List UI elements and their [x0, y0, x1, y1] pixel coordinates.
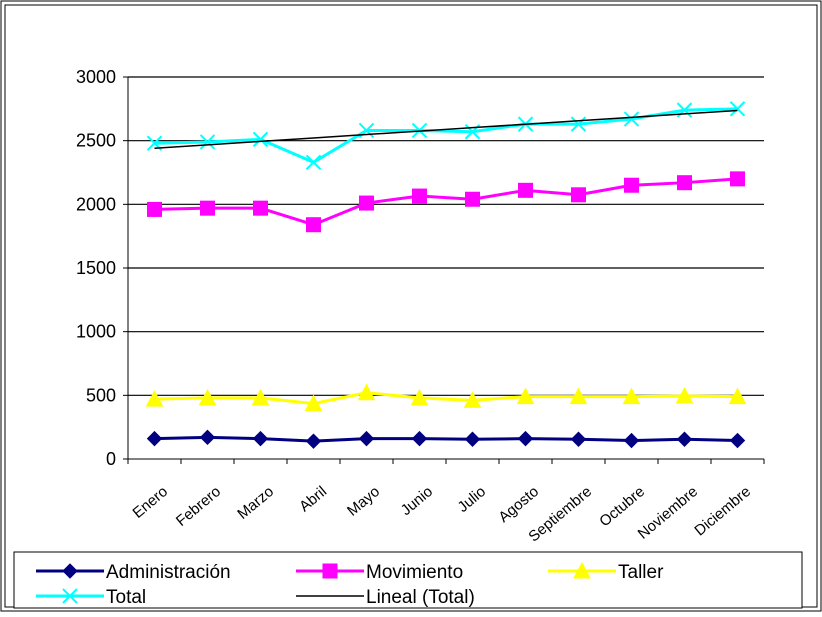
series-lineal-total [154, 109, 738, 150]
data-point-movimiento [200, 200, 215, 216]
data-point-movimiento [677, 175, 692, 191]
data-point-taller [728, 387, 747, 405]
x-tick-label-marzo: Marzo [234, 483, 277, 523]
legend-box [13, 551, 803, 609]
legend-item-administraci-n: Administración [36, 562, 231, 583]
data-point-administraci-n [676, 431, 693, 447]
y-tick-label: 500 [86, 385, 116, 405]
y-tick-label: 0 [106, 449, 116, 469]
y-tick-label: 1000 [76, 322, 116, 342]
x-tick-label-diciembre: Diciembre [691, 483, 754, 539]
data-point-taller [675, 386, 694, 404]
data-point-taller [251, 388, 270, 406]
data-point-administraci-n [146, 430, 163, 447]
data-point-taller [463, 391, 482, 408]
legend-item-total: Total [36, 587, 146, 608]
data-point-administraci-n [411, 430, 428, 447]
data-point-total [146, 135, 163, 151]
data-point-administraci-n [729, 432, 746, 449]
series-line-lineal-total [154, 109, 738, 150]
data-point-movimiento [624, 177, 639, 193]
x-tick-label-abril: Abril [296, 483, 330, 515]
series-line-movimiento [154, 177, 738, 227]
legend-item-taller: Taller [548, 561, 664, 583]
legend-marker [62, 563, 78, 579]
y-tick-label: 2000 [76, 194, 116, 214]
data-point-total [252, 131, 269, 148]
legend-label: Movimiento [366, 562, 463, 583]
data-point-administraci-n [464, 431, 481, 447]
data-point-total [570, 116, 587, 132]
data-point-movimiento [147, 201, 162, 217]
data-point-total [305, 154, 322, 171]
series-line-taller [154, 391, 738, 406]
series-administraci-n [146, 429, 746, 449]
data-point-taller [410, 388, 429, 406]
x-tick-label-octubre: Octubre [596, 483, 648, 530]
x-axis-labels: Enero Febrero Marzo Abril Mayo Junio Julio Agos… [129, 483, 754, 545]
data-point-taller [569, 387, 588, 405]
data-point-total [623, 111, 640, 127]
legend-item-lineal-total: Lineal (Total) [296, 587, 475, 608]
y-tick-label: 2500 [76, 131, 116, 151]
data-point-administraci-n [517, 430, 534, 447]
data-point-movimiento [730, 171, 745, 187]
data-point-administraci-n [623, 432, 640, 449]
x-tick-label-enero: Enero [129, 483, 171, 522]
y-tick-label: 3000 [76, 67, 116, 87]
legend-label: Taller [618, 562, 664, 583]
data-point-taller [198, 388, 217, 406]
plot-area: 0 500 1000 1500 2000 2500 3000 [76, 67, 765, 469]
x-tick-label-agosto: Agosto [495, 483, 542, 526]
legend-label: Lineal (Total) [366, 587, 475, 608]
data-point-administraci-n [252, 430, 269, 447]
series-taller [145, 383, 747, 412]
legend-label: Total [106, 587, 146, 608]
data-point-taller [357, 383, 376, 401]
data-point-administraci-n [305, 433, 322, 449]
data-point-taller [145, 390, 164, 407]
legend-item-movimiento: Movimiento [296, 562, 463, 583]
legend-marker [322, 563, 338, 579]
data-point-taller [622, 387, 641, 405]
x-tick-label-julio: Julio [455, 483, 490, 516]
data-point-taller [304, 394, 323, 412]
data-point-administraci-n [570, 431, 587, 447]
data-point-movimiento [518, 182, 533, 198]
legend-marker [573, 561, 591, 579]
data-point-taller [516, 387, 535, 405]
data-point-total [199, 134, 216, 150]
data-point-movimiento [253, 200, 268, 216]
x-tick-label-mayo: Mayo [344, 483, 383, 520]
legend-label: Administración [106, 562, 231, 583]
data-point-movimiento [306, 217, 321, 233]
legend-marker [62, 588, 78, 604]
data-point-administraci-n [358, 430, 375, 447]
series-movimiento [147, 171, 745, 233]
y-tick-label: 1500 [76, 258, 116, 278]
legend: Administración Movimiento Taller Total Linea… [13, 551, 803, 609]
data-point-movimiento [571, 187, 586, 203]
x-tick-label-febrero: Febrero [173, 483, 224, 530]
data-point-movimiento [412, 188, 427, 204]
data-point-movimiento [465, 191, 480, 207]
series-total [146, 101, 746, 171]
data-point-movimiento [359, 195, 374, 211]
data-point-total [729, 101, 746, 117]
series-line-administraci-n [154, 435, 738, 443]
x-tick-label-junio: Junio [398, 483, 436, 519]
data-point-administraci-n [199, 429, 216, 446]
